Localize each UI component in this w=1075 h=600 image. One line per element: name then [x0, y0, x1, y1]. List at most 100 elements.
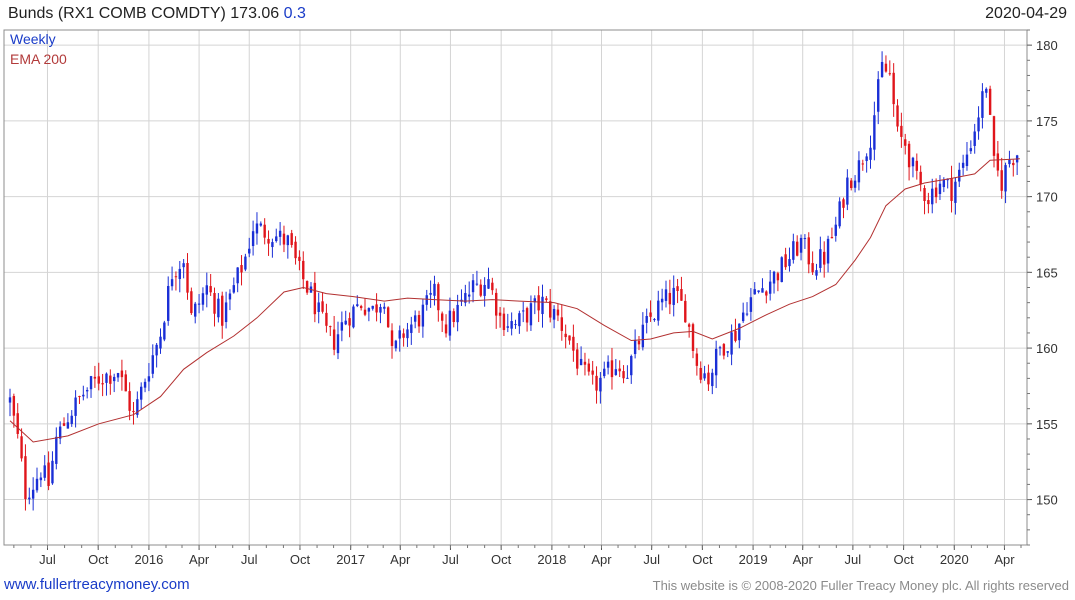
weekly-candle: [136, 391, 139, 418]
x-tick-label: Apr: [793, 552, 814, 567]
weekly-candle: [641, 312, 645, 351]
weekly-candle: [379, 303, 382, 324]
weekly-candle: [39, 472, 43, 488]
candle-body: [958, 169, 961, 182]
weekly-candle: [194, 301, 197, 324]
weekly-candle: [124, 370, 127, 392]
candle-body: [826, 238, 830, 264]
site-link[interactable]: www.fullertreacymoney.com: [4, 576, 190, 593]
candle-body: [43, 465, 46, 478]
candle-body: [344, 320, 347, 325]
weekly-candle: [861, 159, 864, 171]
weekly-candle: [128, 382, 131, 421]
weekly-candle: [985, 87, 988, 98]
weekly-candle: [529, 295, 533, 331]
weekly-candle: [541, 284, 544, 328]
candle-body: [259, 223, 263, 226]
weekly-candle: [224, 291, 228, 329]
weekly-candle: [286, 234, 290, 259]
candle-body: [159, 336, 162, 349]
weekly-candle: [475, 270, 479, 286]
weekly-candle: [406, 322, 409, 347]
candle-body: [248, 248, 251, 254]
weekly-candle: [981, 83, 984, 129]
candle-body: [568, 335, 571, 341]
weekly-candle: [830, 227, 834, 239]
candle-body: [147, 376, 151, 382]
candle-body: [556, 309, 560, 316]
candle-body: [745, 313, 749, 315]
candle-body: [406, 329, 409, 339]
candle-body: [402, 333, 405, 338]
candle-body: [213, 293, 216, 314]
weekly-candle: [811, 251, 814, 275]
weekly-candle: [583, 352, 587, 376]
weekly-candle: [850, 178, 853, 191]
x-tick-label: Oct: [893, 552, 914, 567]
weekly-candle: [309, 282, 313, 293]
candle-body: [915, 160, 919, 171]
weekly-candle: [996, 140, 1000, 177]
candle-body: [927, 200, 930, 205]
x-tick-label: Apr: [994, 552, 1015, 567]
x-tick-label: 2020: [940, 552, 969, 567]
candle-body: [938, 183, 942, 195]
candle-body: [703, 373, 706, 379]
candle-body: [398, 330, 401, 339]
candle-layer: [8, 51, 1019, 511]
candle-body: [356, 304, 359, 307]
candle-body: [66, 422, 70, 429]
candle-body: [811, 263, 814, 273]
candle-body: [649, 312, 652, 317]
weekly-candle: [197, 294, 201, 314]
weekly-candle: [502, 307, 506, 337]
x-tick-label: Jul: [39, 552, 56, 567]
weekly-candle: [410, 316, 413, 345]
candle-body: [780, 257, 783, 283]
candle-body: [58, 426, 62, 439]
weekly-candle: [12, 393, 16, 428]
weekly-candle: [672, 275, 675, 317]
weekly-candle: [487, 267, 490, 289]
weekly-candle: [819, 236, 822, 273]
axis-layer: 150 155 160 165 170 175 180 Jul Oct 2016 Apr Jul Oct…: [3, 29, 1058, 567]
weekly-candle: [761, 278, 764, 293]
weekly-candle: [714, 340, 718, 389]
candle-body: [205, 285, 208, 295]
candle-body: [498, 312, 502, 316]
y-tick-label: 160: [1036, 341, 1058, 356]
weekly-candle: [271, 238, 274, 258]
weekly-candle: [340, 311, 344, 342]
candle-body: [236, 267, 239, 284]
candle-body: [861, 163, 864, 165]
weekly-candle: [911, 156, 915, 178]
weekly-candle: [498, 306, 502, 328]
weekly-candle: [302, 251, 305, 290]
candle-body: [151, 355, 154, 374]
weekly-candle: [159, 328, 162, 354]
candle-body: [610, 360, 614, 378]
candle-body: [217, 298, 220, 318]
candle-body: [799, 237, 803, 253]
candle-body: [352, 306, 355, 328]
candle-body: [97, 376, 100, 384]
candle-body: [371, 305, 374, 309]
weekly-candle: [483, 277, 486, 307]
weekly-candle: [684, 294, 687, 323]
candle-body: [834, 224, 837, 236]
candle-body: [934, 187, 938, 198]
candle-body: [707, 372, 710, 385]
weekly-candle: [143, 378, 147, 393]
candle-body: [51, 460, 54, 484]
candle-body: [417, 315, 421, 327]
weekly-candle: [85, 387, 89, 399]
weekly-candle: [896, 99, 899, 132]
weekly-candle: [248, 237, 251, 258]
weekly-candle: [510, 312, 513, 336]
weekly-candle: [321, 292, 324, 314]
candle-body: [359, 306, 363, 309]
weekly-candle: [367, 307, 371, 322]
weekly-candle: [680, 276, 683, 301]
candle-body: [116, 373, 120, 378]
y-tick-label: 165: [1036, 265, 1058, 280]
